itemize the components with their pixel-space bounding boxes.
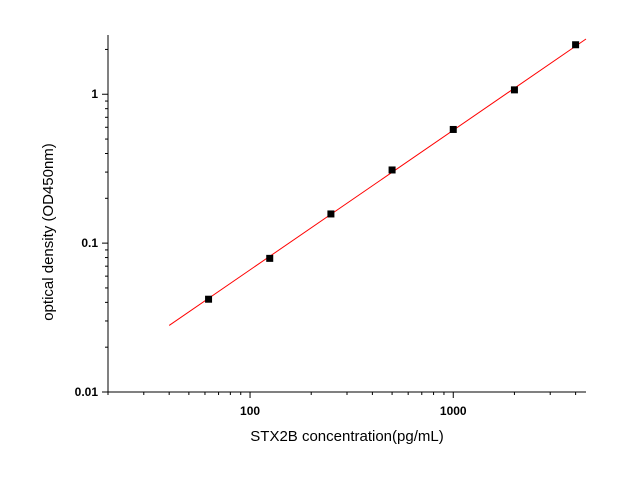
data-point [266, 254, 274, 262]
data-point [510, 86, 518, 94]
plot-area: 100 1000 0.01 0.1 1 [75, 35, 587, 418]
y-tick-label: 0.01 [75, 385, 99, 399]
fit-line [168, 38, 587, 326]
data-point [327, 210, 335, 218]
data-point [572, 41, 580, 49]
y-axis-title: optical density (OD450nm) [40, 143, 57, 321]
y-tick-label: 0.1 [81, 236, 98, 250]
x-tick-label: 100 [240, 404, 260, 418]
y-tick-label: 1 [91, 87, 98, 101]
x-axis-title: STX2B concentration(pg/mL) [250, 428, 443, 445]
data-point [449, 125, 457, 133]
x-tick-label: 1000 [440, 404, 467, 418]
data-point [388, 166, 396, 174]
data-point [205, 295, 213, 303]
